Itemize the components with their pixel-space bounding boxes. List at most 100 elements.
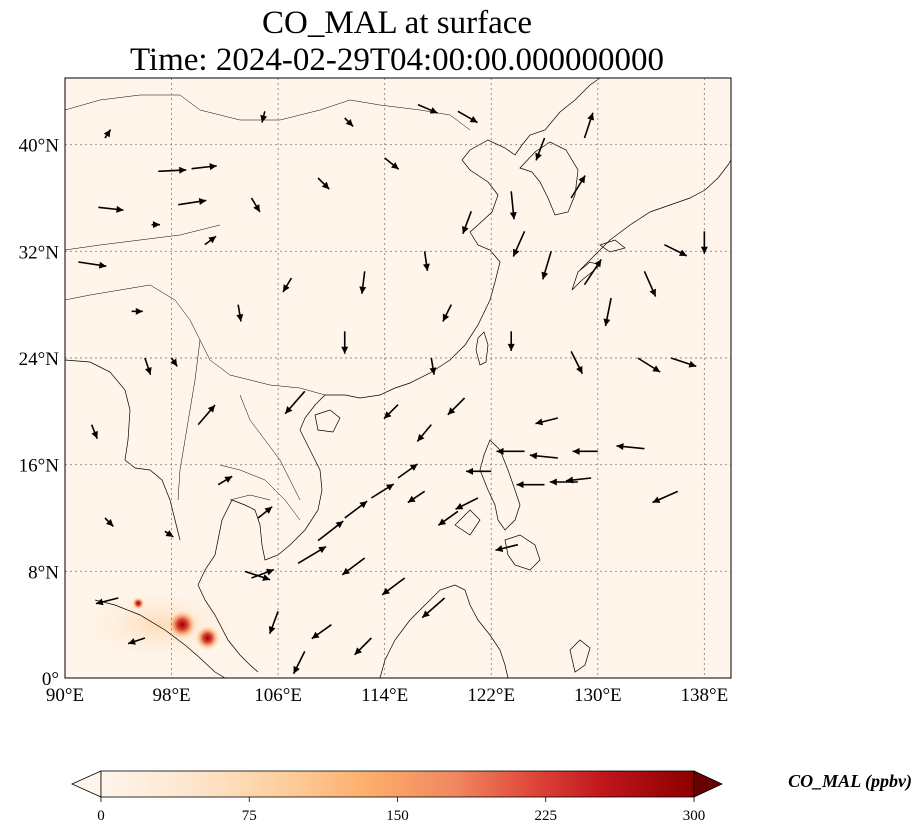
y-tick-label: 0° <box>42 669 59 690</box>
colorbar-gradient <box>100 770 695 798</box>
colorbar-tick-label: 0 <box>97 808 105 824</box>
wind-arrow <box>317 177 330 190</box>
wind-arrow <box>652 490 679 504</box>
wind-arrow <box>341 331 349 354</box>
y-tick-label: 40°N <box>19 136 60 157</box>
coastlines <box>65 78 731 678</box>
wind-arrow <box>583 259 602 286</box>
title-line-2: Time: 2024-02-29T04:00:00.000000000 <box>130 42 664 78</box>
wind-arrow <box>78 261 107 269</box>
colorbar-label: CO_MAL (ppbv) <box>788 771 912 792</box>
x-tick-label: 106°E <box>254 685 302 706</box>
coastline-indochina <box>197 394 381 673</box>
coastline-japan-shikoku <box>599 239 626 253</box>
coastline-china <box>379 78 601 396</box>
x-tick-label: 98°E <box>152 685 190 706</box>
y-tick-label: 32°N <box>19 242 60 263</box>
co-hotspot <box>131 596 145 610</box>
co-hotspot <box>167 609 198 640</box>
colorbar-tick-label: 150 <box>386 808 409 824</box>
coastline-sulawesi <box>569 639 591 673</box>
coastline-luzon <box>479 439 521 531</box>
wind-arrow <box>421 597 446 619</box>
co-haze-region <box>70 585 250 665</box>
x-tick-label: 138°E <box>681 685 729 706</box>
wind-arrow <box>257 506 273 519</box>
wind-arrow <box>341 557 366 576</box>
wind-arrow <box>170 357 178 367</box>
wind-arrow <box>98 205 124 213</box>
wind-arrow <box>397 463 419 479</box>
wind-arrow <box>317 520 344 542</box>
wind-arrow <box>700 231 708 254</box>
x-tick-label: 90°E <box>46 685 84 706</box>
wind-arrow <box>268 611 279 635</box>
wind-arrow <box>384 157 400 170</box>
y-tick-label: 8°N <box>28 562 59 583</box>
wind-arrow <box>509 191 517 220</box>
co-hotspots <box>131 596 221 651</box>
wind-arrow <box>437 510 459 526</box>
wind-arrow <box>455 497 479 510</box>
wind-arrow <box>637 357 661 373</box>
wind-arrow <box>204 235 217 246</box>
wind-arrow <box>282 277 293 293</box>
x-tick-labels: 90°E 98°E 106°E 114°E 122°E 130°E 138°E <box>46 685 728 706</box>
wind-arrow <box>447 397 466 416</box>
gridlines <box>65 78 731 678</box>
wind-arrow <box>529 452 558 460</box>
wind-arrow <box>90 424 98 439</box>
wind-arrow <box>144 357 152 376</box>
wind-arrow <box>541 251 552 280</box>
wind-arrow <box>127 637 146 645</box>
wind-arrow <box>466 467 492 475</box>
wind-arrow <box>197 404 216 426</box>
wind-arrow <box>344 500 368 519</box>
y-tick-labels: 0° 8°N 16°N 24°N 32°N 40°N <box>19 136 60 690</box>
coastline-borneo <box>379 584 509 678</box>
coastline-hainan <box>314 409 341 433</box>
wind-arrow <box>416 424 432 442</box>
wind-arrow <box>549 478 578 486</box>
colorbar-max-extend <box>693 770 723 798</box>
wind-arrow <box>95 597 119 606</box>
wind-arrow <box>383 404 399 420</box>
x-tick-label: 122°E <box>467 685 515 706</box>
wind-arrow <box>191 163 217 171</box>
wind-arrow <box>370 483 395 499</box>
x-tick-label: 130°E <box>574 685 622 706</box>
wind-arrow <box>603 297 612 327</box>
border-kazakhstan <box>65 94 201 111</box>
colorbar-min-extend <box>71 770 102 798</box>
wind-arrow <box>429 357 437 375</box>
wind-arrow <box>643 271 657 297</box>
wind-arrow <box>535 137 546 161</box>
wind-arrow <box>260 111 268 123</box>
map-background <box>65 78 731 678</box>
wind-arrow <box>158 166 187 174</box>
wind-arrow <box>462 211 473 235</box>
wind-arrow <box>236 304 244 322</box>
wind-arrow <box>164 530 174 538</box>
coastline-palawan <box>454 509 481 536</box>
y-tick-label: 24°N <box>19 349 60 370</box>
wind-arrow <box>507 331 515 351</box>
wind-arrow <box>104 517 114 527</box>
colorbar-tick-label: 300 <box>683 808 706 824</box>
wind-arrow <box>292 650 306 675</box>
wind-arrow <box>496 447 525 455</box>
wind-arrow <box>359 271 367 294</box>
wind-arrow <box>583 112 594 139</box>
map-frame <box>64 77 732 679</box>
wind-arrow <box>535 417 559 426</box>
country-borders <box>65 94 471 521</box>
wind-arrow <box>131 307 143 315</box>
wind-arrow <box>516 481 545 489</box>
wind-arrow <box>311 624 332 640</box>
wind-arrow <box>422 251 430 272</box>
wind-arrow <box>664 243 688 257</box>
wind-arrow <box>297 545 327 565</box>
wind-arrow <box>570 350 584 375</box>
colorbar-tick-label: 225 <box>535 808 558 824</box>
border-mongolia <box>199 99 471 131</box>
